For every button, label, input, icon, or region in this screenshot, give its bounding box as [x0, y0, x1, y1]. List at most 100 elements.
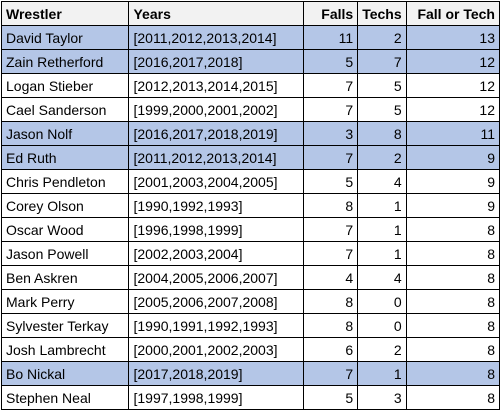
table-row: Chris Pendleton [2001,2003,2004,2005] 5 4 9: [0, 169, 500, 194]
table-cell: [2002,2003,2004]: [128, 241, 305, 266]
table-cell: Jason Powell: [0, 241, 130, 266]
table-cell: 9: [405, 169, 500, 194]
table-row: Corey Olson [1990,1992,1993] 8 1 9: [0, 193, 500, 218]
table-cell: David Taylor: [0, 25, 130, 50]
table-cell: [2004,2005,2006,2007]: [128, 265, 305, 290]
table-cell: [2011,2012,2013,2014]: [128, 25, 305, 50]
table-cell: [2005,2006,2007,2008]: [128, 289, 305, 314]
table-cell: Mark Perry: [0, 289, 130, 314]
table-cell: 7: [303, 73, 359, 98]
table-cell: 2: [357, 337, 407, 362]
table-cell: 11: [303, 25, 359, 50]
table-cell: 11: [405, 121, 500, 146]
table-row: Cael Sanderson [1999,2000,2001,2002] 7 5 12: [0, 97, 500, 122]
table-cell: 5: [357, 73, 407, 98]
table-row: Zain Retherford [2016,2017,2018] 5 7 12: [0, 49, 500, 74]
table-cell: [2016,2017,2018]: [128, 49, 305, 74]
table-cell: 3: [357, 385, 407, 410]
table-cell: 8: [357, 121, 407, 146]
table-cell: 5: [303, 385, 359, 410]
table-cell: 8: [405, 265, 500, 290]
table-cell: Zain Retherford: [0, 49, 130, 74]
table-cell: 8: [405, 217, 500, 242]
table-cell: 5: [303, 49, 359, 74]
table-cell: 4: [357, 169, 407, 194]
table-cell: 12: [405, 49, 500, 74]
table-cell: [2012,2013,2014,2015]: [128, 73, 305, 98]
table-cell: Oscar Wood: [0, 217, 130, 242]
table-row: Jason Powell [2002,2003,2004] 7 1 8: [0, 241, 500, 266]
table-row: Oscar Wood [1996,1998,1999] 7 1 8: [0, 217, 500, 242]
table-cell: Cael Sanderson: [0, 97, 130, 122]
table-cell: 13: [405, 25, 500, 50]
table-cell: 4: [303, 265, 359, 290]
table-row: Ben Askren [2004,2005,2006,2007] 4 4 8: [0, 265, 500, 290]
table-cell: Ed Ruth: [0, 145, 130, 170]
table-cell: Josh Lambrecht: [0, 337, 130, 362]
table-cell: 2: [357, 145, 407, 170]
table-cell: 7: [303, 217, 359, 242]
table-cell: 8: [405, 385, 500, 410]
table-cell: [1996,1998,1999]: [128, 217, 305, 242]
table-row: Logan Stieber [2012,2013,2014,2015] 7 5 12: [0, 73, 500, 98]
table-cell: 8: [303, 193, 359, 218]
table-cell: 1: [357, 361, 407, 386]
table-cell: 9: [405, 193, 500, 218]
column-header: Techs: [357, 1, 407, 26]
table-row: Bo Nickal [2017,2018,2019] 7 1 8: [0, 361, 500, 386]
table-cell: 8: [405, 361, 500, 386]
table-row: Jason Nolf [2016,2017,2018,2019] 3 8 11: [0, 121, 500, 146]
table-cell: 1: [357, 241, 407, 266]
column-header: Years: [128, 1, 305, 26]
table-row: Sylvester Terkay [1990,1991,1992,1993] 8 0 8: [0, 313, 500, 338]
table-cell: 6: [303, 337, 359, 362]
table-cell: 3: [303, 121, 359, 146]
table-cell: 1: [357, 217, 407, 242]
table-cell: 9: [405, 145, 500, 170]
table-cell: 8: [405, 337, 500, 362]
table-cell: 8: [303, 289, 359, 314]
table-row: Stephen Neal [1997,1998,1999] 5 3 8: [0, 385, 500, 410]
table-cell: Jason Nolf: [0, 121, 130, 146]
column-header: Fall or Tech: [405, 1, 500, 26]
table-cell: [1990,1992,1993]: [128, 193, 305, 218]
table-row: Mark Perry [2005,2006,2007,2008] 8 0 8: [0, 289, 500, 314]
table-cell: [1990,1991,1992,1993]: [128, 313, 305, 338]
column-header: Falls: [303, 1, 359, 26]
table-cell: 8: [405, 289, 500, 314]
table-cell: 2: [357, 25, 407, 50]
table-cell: [1999,2000,2001,2002]: [128, 97, 305, 122]
table-cell: 8: [303, 313, 359, 338]
table-cell: Corey Olson: [0, 193, 130, 218]
table-cell: 8: [405, 313, 500, 338]
table-cell: [2011,2012,2013,2014]: [128, 145, 305, 170]
table-cell: 7: [303, 145, 359, 170]
table-cell: [2017,2018,2019]: [128, 361, 305, 386]
table-cell: [2000,2001,2002,2003]: [128, 337, 305, 362]
table-cell: 8: [405, 241, 500, 266]
table-row: Josh Lambrecht [2000,2001,2002,2003] 6 2 8: [0, 337, 500, 362]
table-cell: Logan Stieber: [0, 73, 130, 98]
table-cell: [2016,2017,2018,2019]: [128, 121, 305, 146]
table-cell: 0: [357, 289, 407, 314]
table-cell: 0: [357, 313, 407, 338]
table-cell: 1: [357, 193, 407, 218]
table-cell: Chris Pendleton: [0, 169, 130, 194]
table-cell: Bo Nickal: [0, 361, 130, 386]
table-cell: 7: [357, 49, 407, 74]
header-row: Wrestler Years Falls Techs Fall or Tech: [0, 1, 500, 26]
table-row: David Taylor [2011,2012,2013,2014] 11 2 13: [0, 25, 500, 50]
table-cell: 12: [405, 97, 500, 122]
table-cell: 12: [405, 73, 500, 98]
table-cell: 7: [303, 97, 359, 122]
table-cell: 7: [303, 241, 359, 266]
table-cell: Stephen Neal: [0, 385, 130, 410]
table-body: David Taylor [2011,2012,2013,2014] 11 2 13 Za…: [0, 25, 500, 410]
table-cell: 4: [357, 265, 407, 290]
table-cell: 5: [303, 169, 359, 194]
table-cell: [1997,1998,1999]: [128, 385, 305, 410]
table-row: Ed Ruth [2011,2012,2013,2014] 7 2 9: [0, 145, 500, 170]
table-cell: [2001,2003,2004,2005]: [128, 169, 305, 194]
